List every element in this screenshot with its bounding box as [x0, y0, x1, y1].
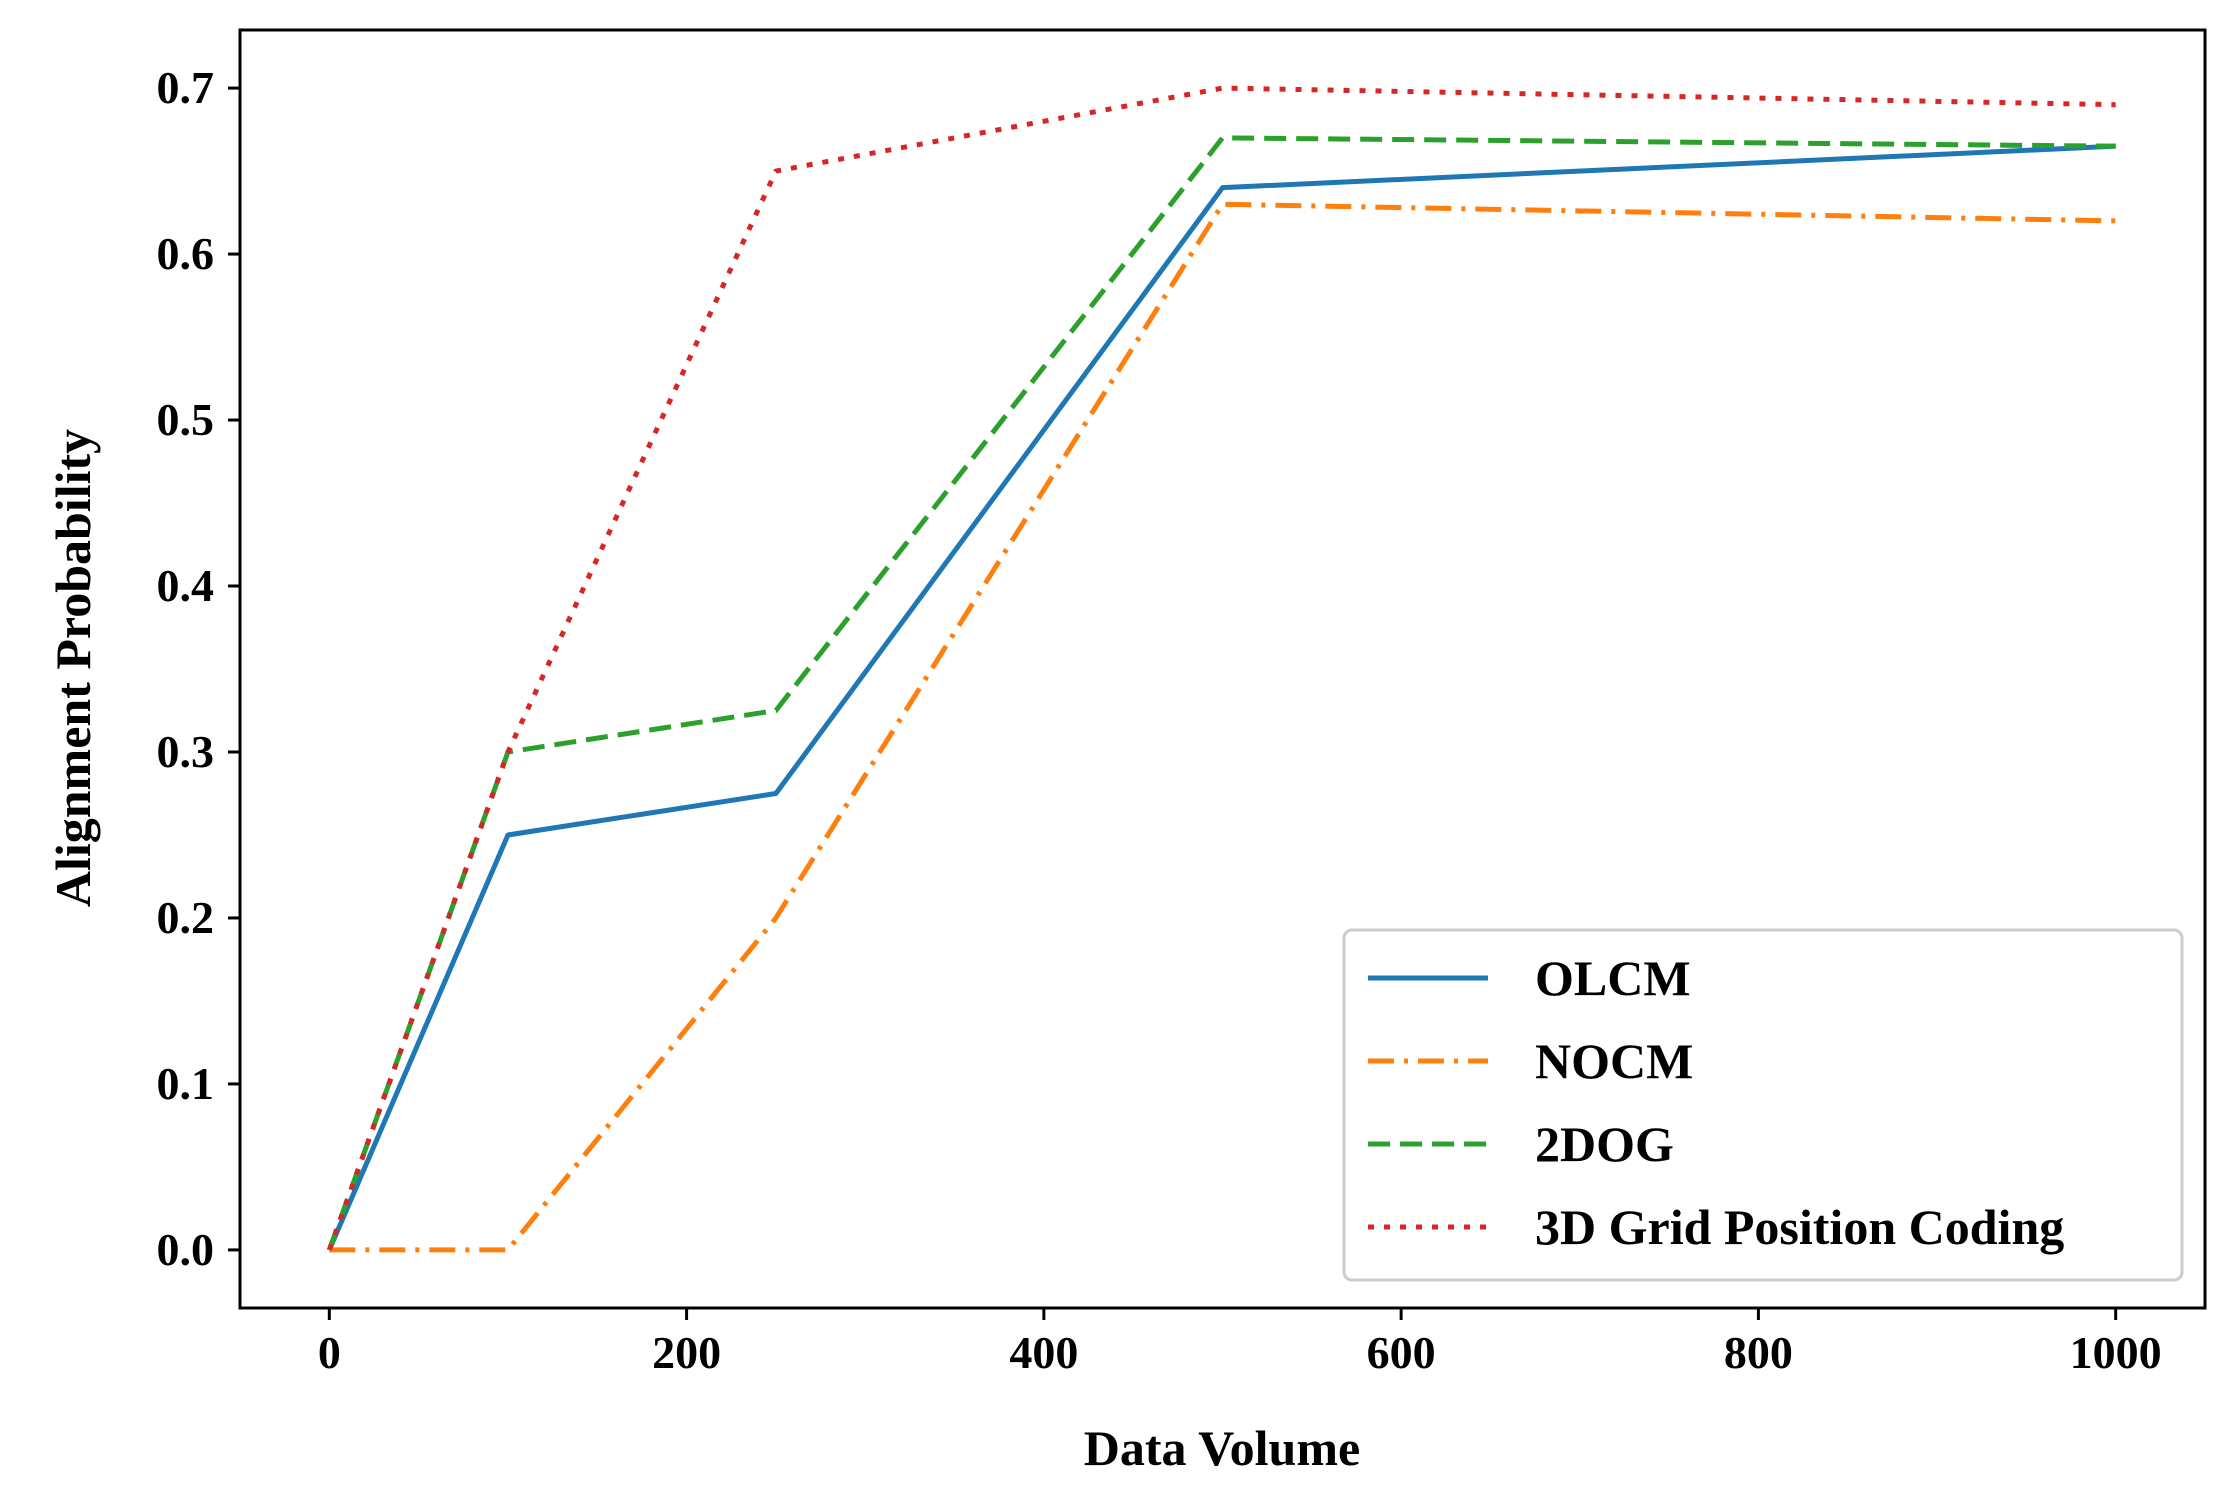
y-tick-label: 0.4 — [157, 560, 215, 611]
legend-box — [1342, 928, 2184, 1282]
x-axis-ticks: 0 200 400 600 800 1000 — [318, 1308, 2162, 1378]
y-tick-label: 0.6 — [157, 228, 215, 279]
y-axis-ticks: 0.0 0.1 0.2 0.3 0.4 0.5 0.6 0.7 — [157, 62, 240, 1275]
y-tick-label: 0.0 — [157, 1224, 215, 1275]
x-tick-label: 800 — [1724, 1327, 1793, 1378]
x-tick-label: 600 — [1367, 1327, 1436, 1378]
plot-area-frame — [238, 28, 2207, 1310]
y-tick-label: 0.1 — [157, 1058, 215, 1109]
series-layer — [326, 85, 2116, 1253]
x-tick-label: 1000 — [2070, 1327, 2162, 1378]
legend-label: 2DOG — [1535, 1116, 1674, 1172]
legend-label: OLCM — [1535, 950, 1691, 1006]
y-tick-label: 0.2 — [157, 892, 215, 943]
legend-items: OLCM NOCM 2DOG 3D Grid Position Coding — [1368, 950, 2064, 1255]
series-line-olcm — [327, 143, 2116, 1251]
y-axis-label: Alignment Probability — [45, 429, 101, 907]
x-tick-label: 200 — [652, 1327, 721, 1378]
legend-label: NOCM — [1535, 1033, 1693, 1089]
y-tick-label: 0.7 — [157, 62, 215, 113]
y-tick-label: 0.3 — [157, 726, 215, 777]
x-tick-label: 0 — [318, 1327, 341, 1378]
y-tick-label: 0.5 — [157, 394, 215, 445]
series-line-3d-grid-position-coding — [326, 85, 2116, 1251]
legend-label: 3D Grid Position Coding — [1535, 1199, 2064, 1255]
series-line-nocm — [329, 201, 2116, 1253]
legend: OLCM NOCM 2DOG 3D Grid Position Coding — [1342, 928, 2184, 1282]
x-tick-label: 400 — [1009, 1327, 1078, 1378]
x-axis-label: Data Volume — [1084, 1420, 1360, 1476]
